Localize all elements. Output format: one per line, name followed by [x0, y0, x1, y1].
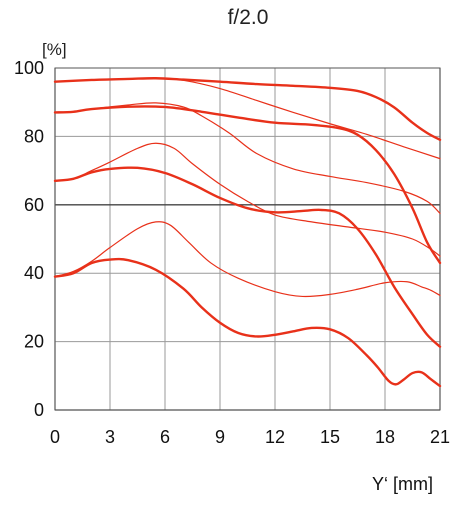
x-tick-label: 9: [215, 427, 225, 447]
series-line-5-thick: [53, 166, 442, 348]
series-line-3-thick: [53, 105, 442, 265]
y-tick-label: 40: [24, 263, 44, 283]
x-tick-label: 15: [320, 427, 340, 447]
series-layer: [53, 77, 442, 388]
plot-border: [54, 67, 441, 411]
series-line-4-thin: [54, 102, 441, 214]
x-tick-label: 3: [105, 427, 115, 447]
series-line-1-thick: [53, 77, 442, 142]
y-tick-label: 60: [24, 195, 44, 215]
series-line-6-thin: [54, 142, 441, 257]
plot-frame: [54, 67, 441, 411]
tick-labels: 0 3 6 9 12 15 18 21 0 20 40 60 80 100: [14, 58, 450, 447]
y-axis-unit-label: [%]: [42, 40, 67, 59]
x-tick-label: 12: [265, 427, 285, 447]
series-line-7-thick: [53, 257, 442, 388]
y-tick-label: 0: [34, 400, 44, 420]
series-line-8-thin: [54, 221, 441, 298]
x-tick-label: 21: [430, 427, 450, 447]
x-tick-label: 6: [160, 427, 170, 447]
chart-title: f/2.0: [228, 6, 269, 29]
y-tick-label: 20: [24, 332, 44, 352]
x-tick-label: 0: [50, 427, 60, 447]
y-tick-label: 100: [14, 58, 44, 78]
y-tick-label: 80: [24, 126, 44, 146]
x-axis-label: Y‘ [mm]: [372, 474, 433, 494]
series-line-2-thin: [54, 77, 441, 160]
x-tick-label: 18: [375, 427, 395, 447]
